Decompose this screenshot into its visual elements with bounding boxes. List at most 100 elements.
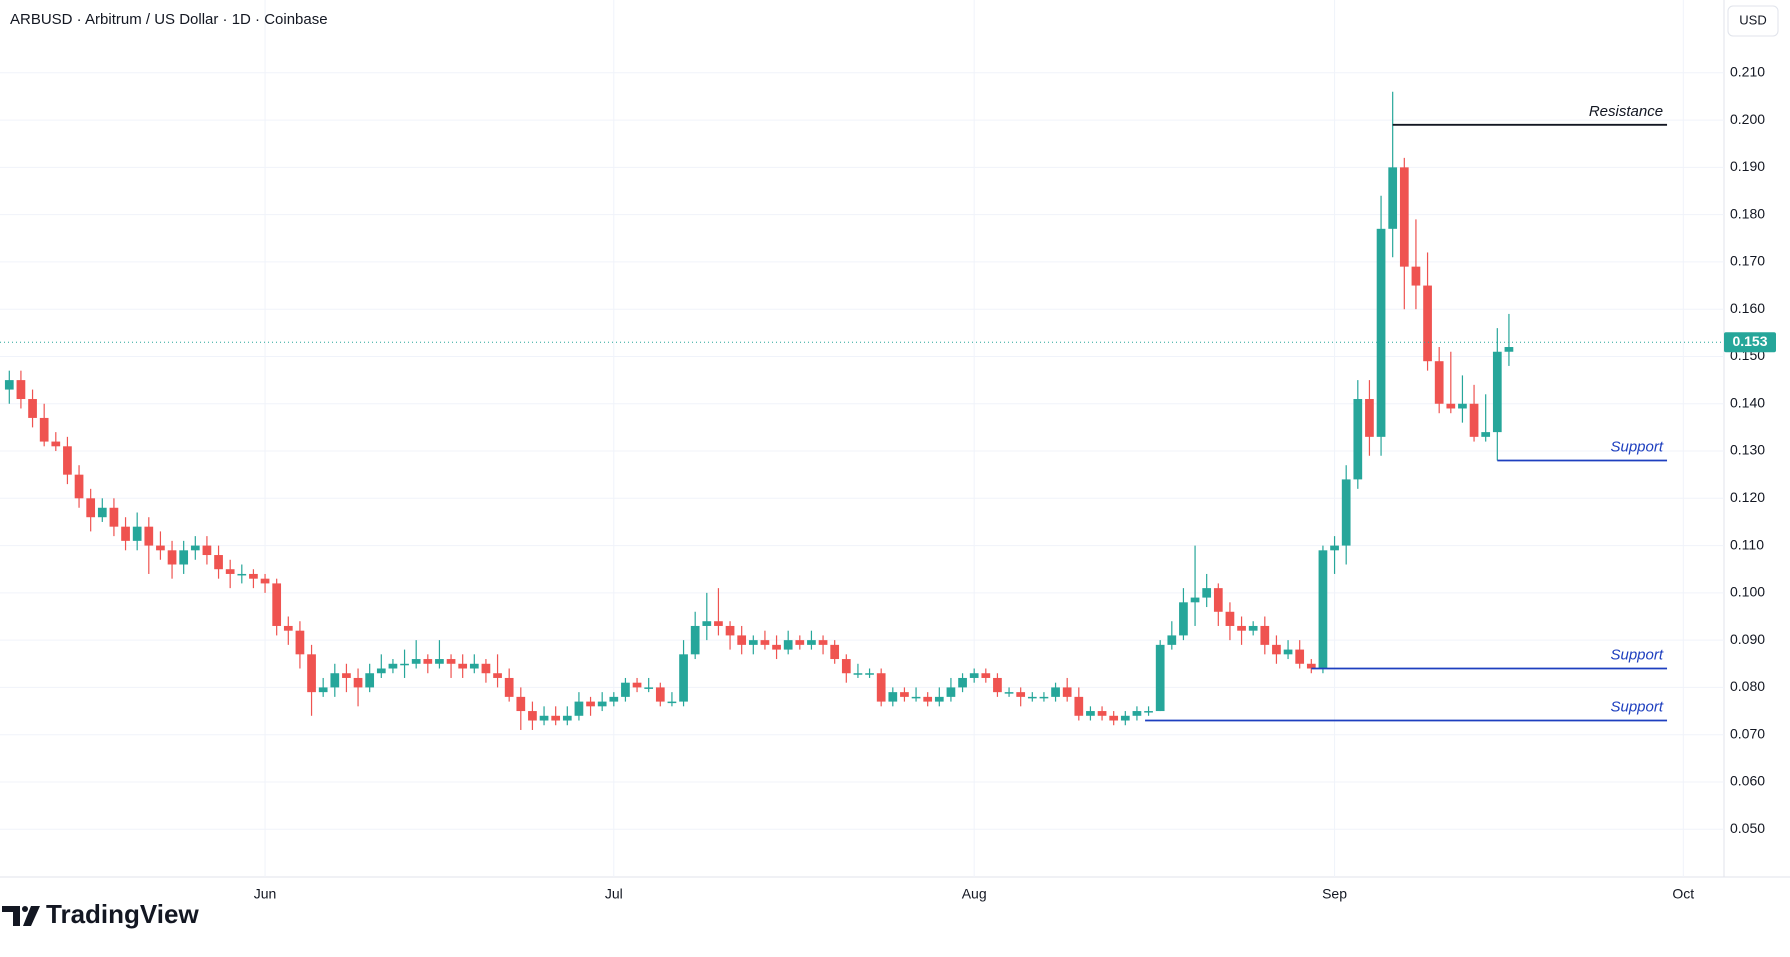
candle-body	[493, 673, 502, 678]
candle-body	[597, 701, 607, 707]
candle-body	[934, 696, 944, 702]
y-tick-label: 0.210	[1730, 64, 1765, 80]
candle-body	[528, 711, 537, 721]
logo-mark	[23, 906, 40, 926]
candle-body	[283, 625, 293, 631]
candle-body	[1341, 479, 1351, 546]
candle-body	[469, 663, 479, 669]
y-tick-label: 0.050	[1730, 820, 1765, 836]
candle-body	[1155, 644, 1165, 712]
candle-body	[202, 545, 212, 556]
candle-body	[807, 640, 816, 645]
brand-logo[interactable]: TradingView	[2, 899, 199, 929]
x-tick-label: Aug	[962, 886, 987, 902]
y-tick-label: 0.180	[1730, 205, 1765, 221]
candle-body	[993, 677, 1002, 693]
candle-body	[388, 663, 398, 669]
candle-body	[841, 659, 851, 674]
plot-area	[0, 0, 1724, 877]
candle-body	[1039, 696, 1049, 699]
candle-body	[969, 673, 979, 678]
y-tick-label: 0.060	[1730, 773, 1765, 789]
candle-body	[121, 526, 130, 541]
candle-body	[63, 446, 72, 475]
symbol-title: ARBUSD · Arbitrum / US Dollar · 1D · Coi…	[10, 11, 328, 28]
candle-body	[39, 417, 49, 442]
candle-body	[109, 507, 119, 527]
candle-body	[958, 677, 967, 688]
candle-body	[1051, 687, 1060, 697]
candle-body	[772, 644, 781, 650]
candle-body	[1423, 285, 1432, 362]
candle-body	[539, 715, 549, 721]
y-tick-label: 0.070	[1730, 725, 1765, 741]
candle-body	[481, 663, 491, 674]
y-tick-label: 0.100	[1730, 584, 1765, 600]
candle-body	[667, 701, 677, 704]
x-tick-label: Jun	[254, 886, 277, 902]
y-tick-label: 0.110	[1730, 536, 1764, 552]
candle-body	[1504, 347, 1514, 352]
candle-body	[423, 659, 433, 664]
candle-body	[621, 682, 630, 697]
candle-body	[132, 526, 142, 541]
candle-body	[853, 673, 863, 675]
y-tick-label: 0.130	[1730, 442, 1765, 458]
candle-body	[1283, 649, 1293, 655]
last-price-label: 0.153	[1732, 333, 1767, 349]
candle-body	[1469, 403, 1479, 437]
candle-body	[795, 640, 805, 645]
y-tick-label: 0.140	[1730, 394, 1765, 410]
candle-body	[1202, 588, 1212, 598]
candle-body	[923, 696, 933, 702]
candle-body	[562, 715, 572, 721]
candle-body	[214, 555, 223, 570]
candle-body	[1179, 602, 1188, 636]
logo-mark	[2, 906, 20, 926]
candle-body	[1446, 403, 1456, 409]
candle-body	[330, 673, 340, 688]
candle-body	[272, 583, 282, 626]
candle-body	[1353, 399, 1363, 480]
candle-body	[609, 696, 619, 702]
candle-body	[911, 696, 921, 699]
candle-body	[353, 677, 363, 688]
candle-body	[435, 659, 444, 664]
candle-body	[1248, 625, 1258, 631]
candle-body	[830, 644, 840, 660]
candle-body	[225, 569, 235, 574]
y-tick-label: 0.120	[1730, 489, 1765, 505]
candle-body	[1492, 351, 1502, 433]
candle-body	[144, 526, 154, 546]
candle-body	[888, 692, 898, 702]
currency-label[interactable]: USD	[1739, 12, 1766, 27]
level-label: Support	[1610, 646, 1663, 663]
candle-body	[714, 621, 723, 626]
candle-body	[237, 573, 247, 576]
x-tick-label: Sep	[1322, 886, 1347, 902]
candle-body	[1074, 696, 1084, 716]
brand-name: TradingView	[46, 899, 199, 929]
y-tick-label: 0.080	[1730, 678, 1765, 694]
candle-body	[376, 668, 386, 674]
currency-button[interactable]	[1727, 5, 1779, 37]
grid	[0, 0, 1724, 877]
y-tick-label: 0.170	[1730, 253, 1765, 269]
candle-body	[16, 380, 26, 400]
level-label: Resistance	[1589, 103, 1663, 120]
candle-body	[260, 578, 270, 584]
candle-body	[679, 654, 688, 702]
candle-body	[586, 701, 595, 707]
candle-body	[748, 640, 758, 645]
candle-body	[1016, 692, 1026, 697]
candle-body	[1458, 403, 1467, 409]
candle-body	[1399, 167, 1409, 267]
candle-body	[97, 507, 107, 518]
y-tick-label: 0.160	[1730, 300, 1765, 316]
candle-body	[1225, 611, 1235, 626]
candle-body	[74, 474, 84, 499]
candle-body	[1330, 545, 1339, 551]
candle-body	[1376, 228, 1386, 437]
x-tick-label: Oct	[1672, 886, 1694, 902]
